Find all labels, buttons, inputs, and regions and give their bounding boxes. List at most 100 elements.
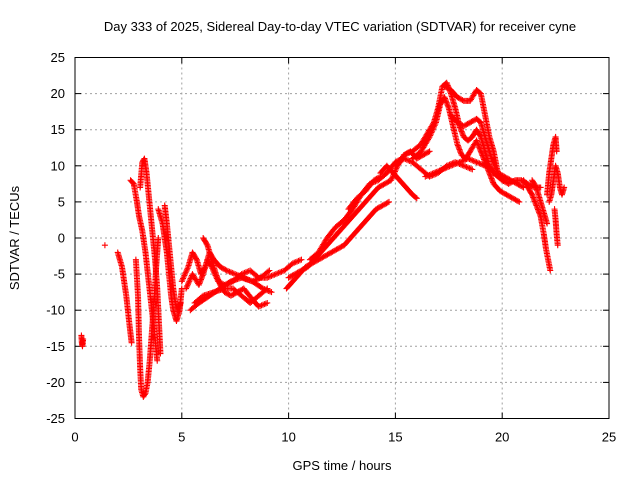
data-point	[427, 131, 434, 138]
data-point	[295, 257, 302, 264]
data-point	[222, 266, 229, 273]
data-point	[493, 167, 500, 174]
y-tick-label: 10	[51, 158, 65, 173]
data-point	[375, 204, 382, 211]
data-point	[467, 156, 474, 163]
data-point	[454, 94, 461, 101]
data-point	[289, 272, 296, 279]
data-point	[177, 299, 184, 306]
data-point	[373, 175, 380, 182]
data-point	[235, 288, 242, 295]
data-point	[268, 289, 275, 296]
data-point	[473, 159, 480, 166]
data-point	[497, 171, 504, 178]
data-point	[503, 179, 510, 186]
data-point	[460, 123, 467, 130]
data-point	[422, 150, 429, 157]
data-point	[497, 188, 504, 195]
data-point	[231, 290, 238, 297]
data-point	[456, 160, 463, 167]
data-point	[388, 177, 395, 184]
data-point	[445, 85, 452, 92]
data-point	[277, 269, 284, 276]
data-point	[503, 175, 510, 182]
x-tick-label: 15	[388, 430, 402, 445]
data-point	[517, 183, 524, 190]
data-point	[183, 266, 190, 273]
data-point	[554, 242, 561, 249]
data-point	[380, 201, 387, 208]
series-arc-aa	[544, 133, 560, 198]
data-point	[298, 256, 305, 263]
data-point	[463, 164, 470, 171]
series-arc-z	[529, 177, 551, 227]
data-point	[507, 193, 514, 200]
data-point	[285, 274, 292, 281]
data-point	[491, 161, 498, 168]
data-point	[318, 255, 325, 262]
data-point	[444, 84, 451, 91]
data-point	[267, 288, 274, 295]
data-point	[261, 301, 268, 308]
data-point	[452, 159, 459, 166]
data-point	[502, 190, 509, 197]
data-point	[508, 194, 515, 201]
data-point	[501, 178, 508, 185]
data-point	[223, 267, 230, 274]
data-point	[431, 123, 438, 130]
data-point	[181, 272, 188, 279]
series-arc-f	[137, 155, 164, 357]
data-point	[460, 157, 467, 164]
data-point	[511, 196, 518, 203]
series-arc-ab	[546, 162, 568, 205]
x-tick-label: 10	[281, 430, 295, 445]
data-point	[498, 188, 505, 195]
data-point	[400, 155, 407, 162]
y-tick-label: -5	[53, 267, 65, 282]
data-point	[514, 180, 521, 187]
data-point	[175, 305, 182, 312]
data-point	[512, 180, 519, 187]
data-point	[446, 161, 453, 168]
data-point	[269, 272, 276, 279]
plot-frame	[74, 57, 610, 419]
data-point	[183, 284, 190, 291]
series-arc-y	[520, 177, 554, 274]
data-point	[528, 190, 535, 197]
data-point	[236, 287, 243, 294]
series-arc-e	[132, 235, 162, 400]
data-point	[265, 287, 272, 294]
x-tick-labels: 0 5 10 15 20 25	[71, 430, 616, 445]
data-point	[447, 160, 454, 167]
data-point	[241, 269, 248, 276]
data-point	[271, 271, 278, 278]
data-point	[179, 276, 186, 283]
data-point	[487, 165, 494, 172]
data-point	[405, 150, 412, 157]
data-point	[385, 198, 392, 205]
data-point	[428, 129, 435, 136]
data-point	[413, 195, 420, 202]
data-point	[377, 203, 384, 210]
data-point	[323, 252, 330, 259]
data-point	[441, 83, 448, 90]
data-point	[372, 176, 379, 183]
data-point	[221, 266, 228, 273]
x-tick-label: 25	[602, 430, 616, 445]
data-point	[373, 206, 380, 213]
data-point	[432, 120, 439, 127]
data-point	[254, 273, 261, 280]
data-point	[330, 247, 337, 254]
data-point	[453, 159, 460, 166]
data-point	[512, 196, 519, 203]
series-arc-ac	[551, 206, 561, 249]
y-tick-label: -15	[46, 339, 65, 354]
y-axis-label: SDTVAR / TECUs	[7, 185, 22, 290]
data-point	[184, 265, 191, 272]
data-point	[482, 162, 489, 169]
data-point	[464, 120, 471, 127]
data-point	[261, 286, 268, 293]
data-point	[325, 250, 332, 257]
data-point	[227, 269, 234, 276]
x-tick-label: 0	[71, 430, 78, 445]
